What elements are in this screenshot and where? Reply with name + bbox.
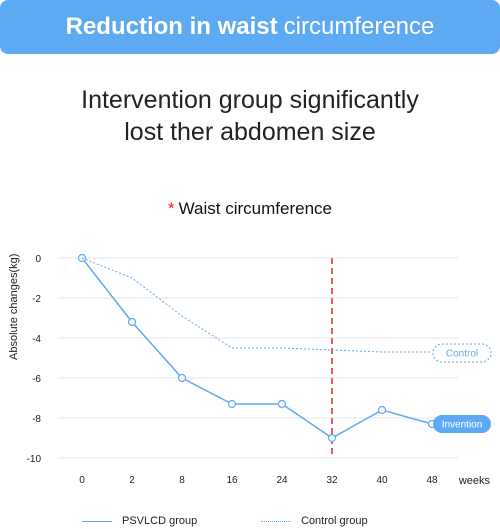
headline: Intervention group significantly lost th… bbox=[0, 84, 500, 148]
y-tick-label: -2 bbox=[32, 294, 41, 305]
y-tick-label: -8 bbox=[32, 414, 41, 425]
headline-line-1: Intervention group significantly bbox=[81, 86, 419, 114]
legend-dotted-line-swatch bbox=[261, 520, 291, 522]
data-point-psvlcd-group bbox=[177, 373, 187, 383]
series-line-psvlcd-group bbox=[81, 257, 433, 439]
legend: PSVLCD group Control group bbox=[0, 512, 500, 529]
legend-item-psvlcd: PSVLCD group bbox=[82, 515, 197, 527]
x-tick-label: 40 bbox=[376, 475, 388, 486]
title-banner: Reduction in waist circumference bbox=[0, 0, 500, 54]
legend-label-control: Control group bbox=[301, 515, 368, 527]
series-line-control-group bbox=[81, 257, 432, 353]
y-tick-label: -4 bbox=[32, 334, 41, 345]
x-tick-label: 48 bbox=[426, 475, 438, 486]
legend-item-control: Control group bbox=[261, 515, 368, 527]
data-point-psvlcd-group bbox=[327, 433, 337, 443]
x-tick-label: 0 bbox=[79, 475, 85, 486]
legend-label-psvlcd: PSVLCD group bbox=[122, 515, 198, 527]
banner-title-light: circumference bbox=[283, 13, 435, 40]
banner-title-bold: Reduction in waist bbox=[65, 13, 278, 40]
x-tick-label: 2 bbox=[129, 475, 135, 486]
chart-title: * Waist circumference bbox=[0, 199, 500, 219]
end-label-control-group: Control bbox=[446, 349, 478, 360]
headline-line-2: lost ther abdomen size bbox=[124, 118, 376, 146]
x-tick-label: 32 bbox=[326, 475, 338, 486]
end-label-psvlcd-group: Invention bbox=[442, 420, 483, 431]
y-tick-label: -6 bbox=[32, 374, 41, 385]
y-tick-label: 0 bbox=[35, 254, 41, 265]
y-tick-label: -10 bbox=[27, 454, 42, 465]
chart-title-text: Waist circumference bbox=[178, 199, 332, 218]
x-tick-label: 24 bbox=[276, 475, 288, 486]
line-chart: 0 -2 -4 -6 -8 -10 0 2 8 16 24 32 40 48 weeks Invention C… bbox=[27, 253, 492, 487]
data-point-psvlcd-group bbox=[277, 399, 287, 409]
x-axis-label: weeks bbox=[458, 475, 491, 487]
legend-solid-line-swatch bbox=[82, 520, 112, 522]
data-point-psvlcd-group bbox=[127, 317, 137, 327]
end-label-pill-control-group bbox=[432, 343, 492, 363]
data-point-psvlcd-group bbox=[377, 405, 387, 415]
chart-title-asterisk: * bbox=[168, 199, 175, 218]
x-tick-label: 8 bbox=[179, 475, 185, 486]
data-point-psvlcd-group bbox=[227, 399, 237, 409]
x-tick-label: 16 bbox=[226, 475, 238, 486]
end-label-pill-psvlcd-group bbox=[433, 415, 491, 433]
